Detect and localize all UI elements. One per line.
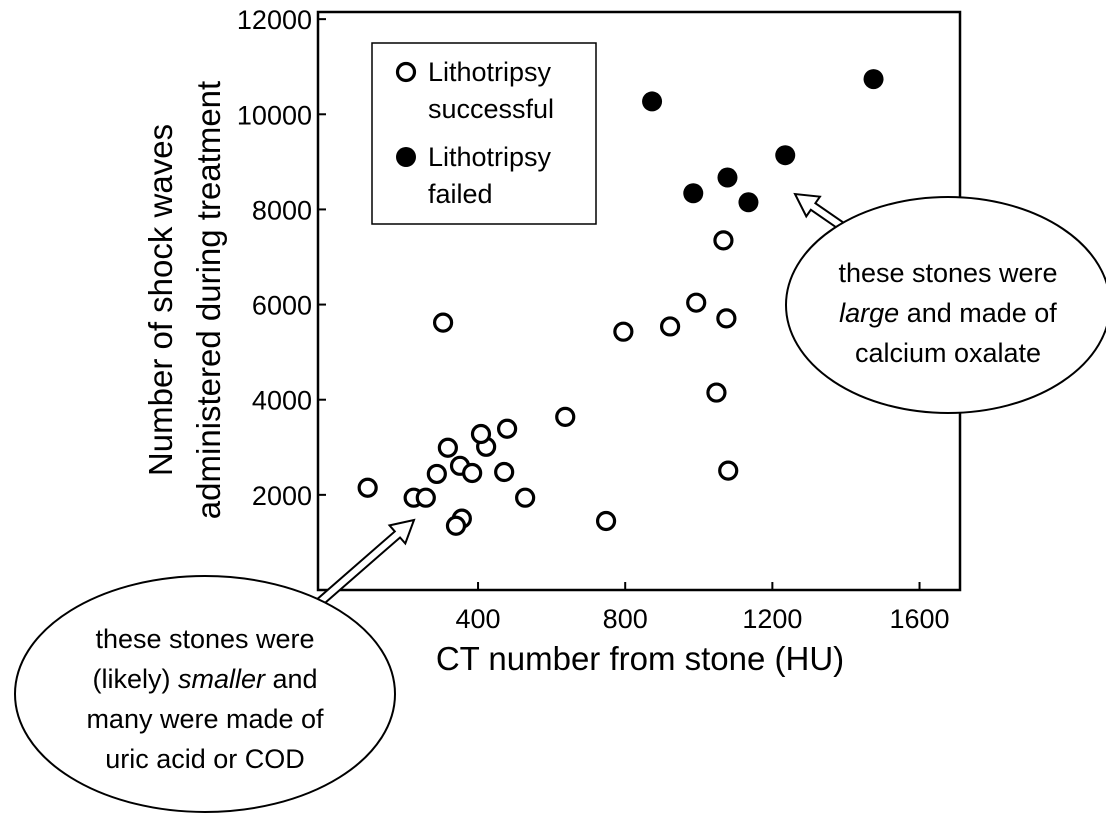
- x-tick-label: 1200: [742, 604, 802, 634]
- marker: [462, 462, 483, 484]
- marker: [659, 316, 681, 337]
- callout-text: (likely) smaller and: [92, 664, 317, 694]
- x-tick-label: 1600: [889, 604, 949, 634]
- marker: [470, 423, 492, 445]
- y-tick-label: 10000: [237, 100, 312, 130]
- y-axis-label: Number of shock waves administered durin…: [142, 81, 227, 519]
- marker: [717, 167, 738, 188]
- marker: [686, 292, 707, 313]
- marker: [775, 145, 796, 166]
- callout-text: these stones were: [838, 258, 1057, 288]
- marker: [595, 510, 617, 532]
- callout-text: uric acid or COD: [105, 744, 305, 774]
- callout-segment: (likely): [92, 664, 178, 694]
- callout-bubble: [14, 575, 396, 813]
- marker: [437, 437, 458, 458]
- x-tick-label: 800: [603, 604, 648, 634]
- callout-segment: smaller: [178, 664, 266, 694]
- y-axis-label-line: Number of shock waves: [142, 124, 179, 476]
- callout-text: many were made of: [86, 704, 324, 734]
- y-tick-label: 2000: [252, 481, 312, 511]
- callout-arrow: [315, 518, 416, 607]
- marker: [357, 477, 378, 498]
- marker: [716, 308, 737, 329]
- legend-marker: [395, 61, 417, 83]
- x-tick-label: 400: [456, 604, 501, 634]
- marker: [718, 460, 739, 481]
- callout-segment: many were made of: [86, 704, 324, 734]
- y-tick-label: 8000: [252, 195, 312, 225]
- marker: [713, 230, 734, 251]
- y-tick-label: 4000: [252, 386, 312, 416]
- y-tick-label: 6000: [252, 291, 312, 321]
- callout-segment: and made of: [899, 298, 1057, 328]
- callout-segment: and: [265, 664, 318, 694]
- y-axis-label-line: administered during treatment: [190, 81, 227, 519]
- marker: [613, 321, 634, 342]
- callout-segment: these stones were: [838, 258, 1057, 288]
- marker: [642, 91, 663, 112]
- marker: [426, 463, 447, 485]
- marker: [515, 487, 536, 508]
- marker: [738, 192, 759, 213]
- x-axis-label: CT number from stone (HU): [436, 640, 844, 677]
- legend-label: Lithotripsy failed: [428, 142, 552, 209]
- marker: [432, 312, 454, 333]
- y-tick-label: 12000: [237, 5, 312, 35]
- callout-text: large and made of: [839, 298, 1057, 328]
- marker: [497, 418, 518, 439]
- callout-segment: large: [839, 298, 899, 328]
- marker: [555, 406, 576, 427]
- callout-segment: uric acid or COD: [105, 744, 305, 774]
- marker: [683, 183, 704, 204]
- legend-label: Lithotripsy successful: [428, 57, 555, 124]
- callout-text: calcium oxalate: [855, 338, 1041, 368]
- marker: [706, 382, 727, 403]
- marker: [445, 515, 467, 536]
- callout-bubble: [785, 196, 1106, 414]
- marker: [494, 461, 515, 483]
- callout-segment: these stones were: [95, 624, 314, 654]
- marker: [863, 69, 884, 90]
- legend-marker: [396, 147, 416, 167]
- marker: [415, 487, 436, 508]
- callout-segment: calcium oxalate: [855, 338, 1041, 368]
- callout-text: these stones were: [95, 624, 314, 654]
